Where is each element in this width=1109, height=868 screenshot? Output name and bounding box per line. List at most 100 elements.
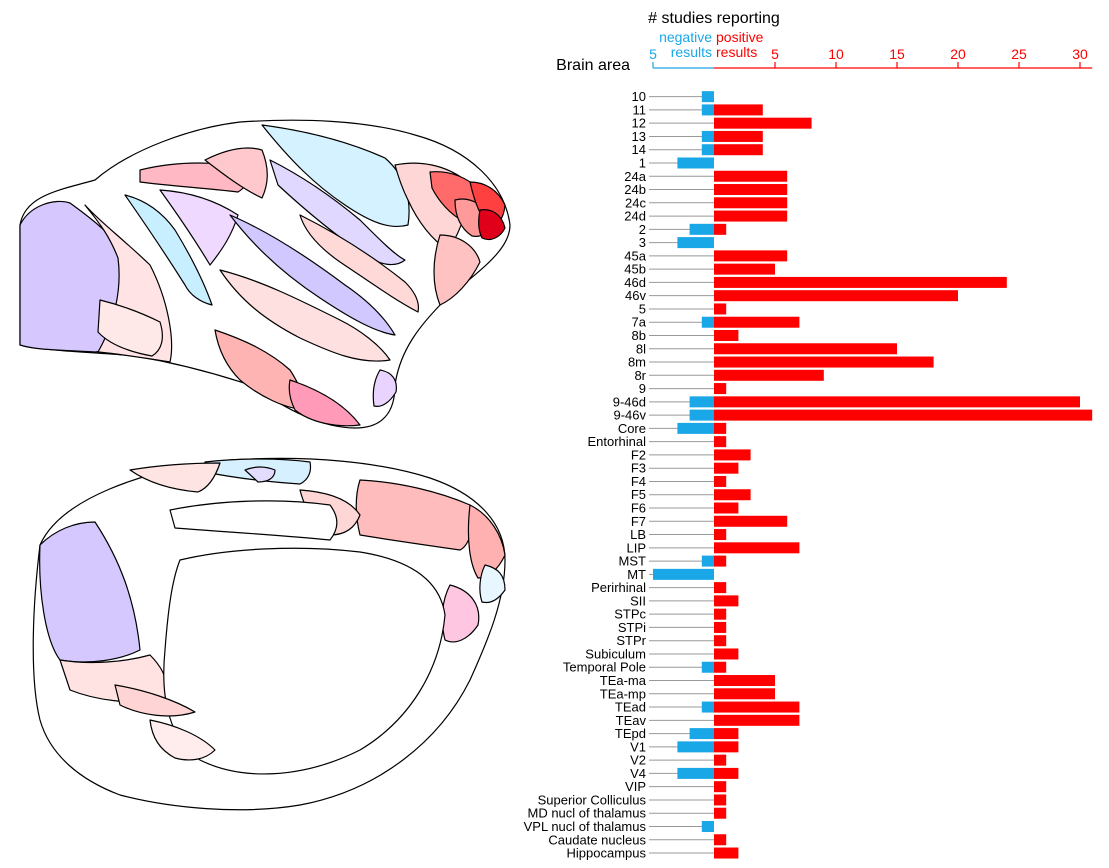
positive-bar: [714, 781, 727, 793]
positive-bar: [714, 356, 934, 368]
positive-bar: [714, 847, 739, 859]
category-label: 24c: [625, 195, 646, 210]
positive-tick-label: 10: [828, 46, 844, 62]
positive-bar: [714, 675, 775, 687]
positive-bar: [714, 104, 763, 116]
category-label: STPi: [618, 620, 646, 635]
category-label: STPr: [616, 633, 646, 648]
negative-bar: [701, 555, 714, 567]
positive-bar: [714, 383, 727, 395]
negative-bar: [701, 130, 714, 142]
category-label: F5: [631, 487, 646, 502]
positive-bar: [714, 223, 727, 235]
positive-bar: [714, 515, 788, 527]
positive-bar: [714, 767, 739, 779]
positive-bar: [714, 409, 1093, 421]
category-label: V2: [630, 753, 646, 768]
category-label: 45b: [624, 262, 646, 277]
positive-bar: [714, 290, 958, 302]
category-label: Subiculum: [585, 646, 646, 661]
positive-bar: [714, 303, 727, 315]
category-label: Perirhinal: [591, 580, 646, 595]
negative-label-line2: results: [671, 44, 712, 60]
category-label: Entorhinal: [587, 434, 646, 449]
negative-bar: [689, 409, 714, 421]
positive-bar: [714, 688, 775, 700]
positive-bar: [714, 250, 788, 262]
category-label: 14: [632, 142, 646, 157]
category-label: TEpd: [615, 726, 646, 741]
positive-tick-label: 15: [889, 46, 905, 62]
positive-bar: [714, 184, 788, 196]
positive-bar: [714, 210, 788, 222]
category-label: 10: [632, 89, 646, 104]
category-label: V1: [630, 739, 646, 754]
category-label: Temporal Pole: [563, 660, 646, 675]
negative-bar: [701, 104, 714, 116]
positive-tick-label: 20: [950, 46, 966, 62]
positive-bar: [714, 197, 788, 209]
positive-bar: [714, 316, 800, 328]
category-label: LIP: [626, 540, 646, 555]
positive-tick-label: 5: [771, 46, 779, 62]
category-label: 9-46d: [613, 394, 646, 409]
negative-bar: [677, 767, 714, 779]
negative-bar: [653, 568, 714, 580]
category-label: 24b: [624, 182, 646, 197]
category-label: 24a: [624, 169, 646, 184]
category-label: Caudate nucleus: [548, 832, 646, 847]
positive-bar: [714, 834, 727, 846]
negative-bar: [689, 396, 714, 408]
positive-bar: [714, 329, 739, 341]
positive-bar: [714, 635, 727, 647]
positive-bar: [714, 117, 812, 129]
category-label: F3: [631, 461, 646, 476]
negative-bar: [701, 144, 714, 156]
negative-bar: [701, 661, 714, 673]
medial-cortex-view: [32, 457, 506, 811]
positive-bar: [714, 276, 1007, 288]
category-label: 8l: [636, 341, 646, 356]
category-label: 3: [639, 235, 646, 250]
negative-label-line1: negative: [659, 29, 712, 45]
negative-bar: [677, 157, 714, 169]
positive-bar: [714, 449, 751, 461]
category-label: 46d: [624, 275, 646, 290]
negative-bar: [677, 422, 714, 434]
positive-bar: [714, 807, 727, 819]
category-label: 8r: [634, 368, 646, 383]
category-label: TEa-mp: [600, 686, 646, 701]
category-label: 7a: [632, 315, 647, 330]
positive-bar: [714, 542, 800, 554]
category-label: 1: [639, 155, 646, 170]
positive-bar: [714, 582, 727, 594]
negative-bar: [689, 223, 714, 235]
category-label: F2: [631, 447, 646, 462]
category-label: 45a: [624, 248, 646, 263]
category-label: 46v: [625, 288, 646, 303]
positive-bar: [714, 369, 824, 381]
category-axis-label: Brain area: [556, 57, 630, 74]
negative-bar: [677, 741, 714, 753]
category-label: 12: [632, 116, 646, 131]
positive-bar: [714, 794, 727, 806]
category-label: LB: [630, 527, 646, 542]
positive-bar: [714, 502, 739, 514]
category-label: 8b: [632, 328, 646, 343]
category-label: Hippocampus: [567, 846, 647, 861]
positive-bar: [714, 130, 763, 142]
category-label: 9-46v: [613, 408, 646, 423]
category-label: 13: [632, 129, 646, 144]
category-label: F6: [631, 501, 646, 516]
positive-bar: [714, 728, 739, 740]
positive-bar: [714, 661, 727, 673]
category-label: MT: [627, 567, 646, 582]
category-label: 2: [639, 222, 646, 237]
category-label: TEad: [615, 700, 646, 715]
positive-label-line2: results: [716, 44, 757, 60]
category-label: V4: [630, 766, 646, 781]
positive-bar: [714, 648, 739, 660]
positive-bar: [714, 754, 727, 766]
positive-bar: [714, 396, 1080, 408]
category-label: F4: [631, 474, 646, 489]
